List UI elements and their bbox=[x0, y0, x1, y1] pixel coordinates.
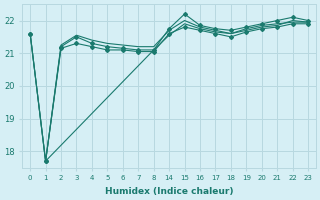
X-axis label: Humidex (Indice chaleur): Humidex (Indice chaleur) bbox=[105, 187, 233, 196]
